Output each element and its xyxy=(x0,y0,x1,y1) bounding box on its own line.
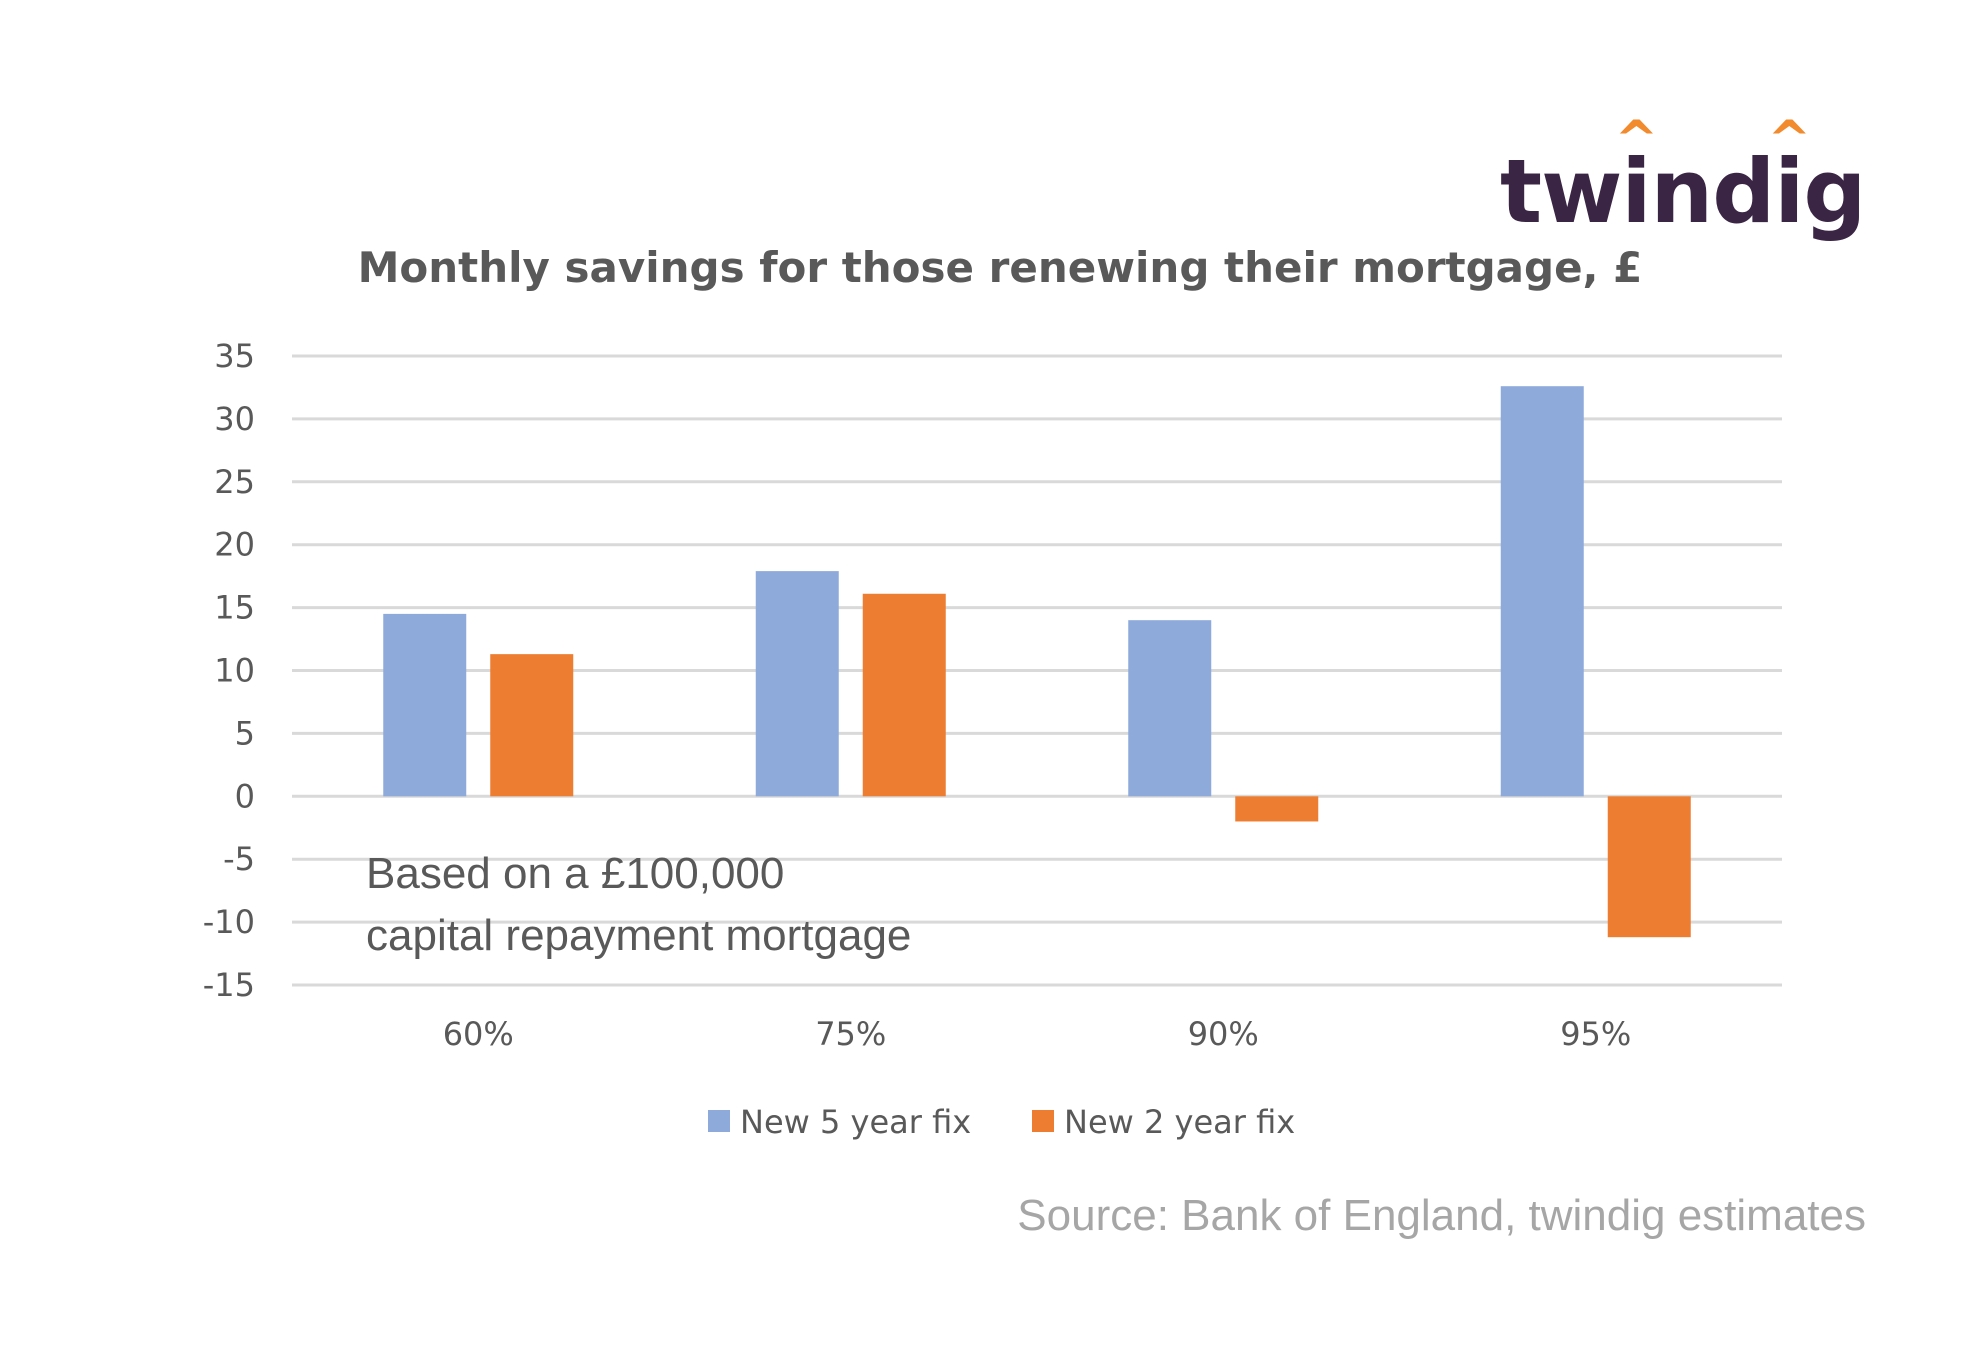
annotation-line-1: Based on a £100,000 xyxy=(366,849,784,898)
twindig-logo: twi ^ ndi ^ g xyxy=(1500,110,1866,243)
bar-two-year-1 xyxy=(862,593,946,797)
bar-five-year-0 xyxy=(383,613,467,797)
legend-swatch xyxy=(708,1110,730,1132)
logo-letter-i: i ^ xyxy=(1614,110,1659,243)
y-tick-label: -5 xyxy=(223,840,255,878)
y-tick-label: 35 xyxy=(214,337,255,375)
bar-two-year-3 xyxy=(1607,796,1691,938)
source-note: Source: Bank of England, twindig estimat… xyxy=(1017,1191,1866,1240)
bar-two-year-2 xyxy=(1235,796,1319,822)
y-tick-label: 0 xyxy=(235,777,255,815)
bar-five-year-2 xyxy=(1128,620,1212,797)
legend: New 5 year fix New 2 year fix xyxy=(708,1103,1295,1141)
y-tick-label: -10 xyxy=(203,903,255,941)
bar-five-year-3 xyxy=(1500,386,1584,797)
x-axis: 60% 75% 90% 95% xyxy=(443,1015,1632,1053)
bar-two-year-0 xyxy=(490,654,574,797)
y-tick-label: -15 xyxy=(203,966,255,1004)
annotation-line-2: capital repayment mortgage xyxy=(366,911,911,960)
bars xyxy=(383,386,1691,938)
x-tick-label: 75% xyxy=(815,1015,886,1053)
logo-caret-icon: ^ xyxy=(1767,110,1811,170)
y-tick-label: 5 xyxy=(235,714,255,752)
x-tick-label: 60% xyxy=(443,1015,514,1053)
x-tick-label: 95% xyxy=(1560,1015,1631,1053)
logo-letter-i: i ^ xyxy=(1767,110,1811,243)
y-tick-label: 30 xyxy=(214,400,255,438)
chart-title: Monthly savings for those renewing their… xyxy=(358,243,1643,292)
legend-swatch xyxy=(1032,1110,1054,1132)
legend-label: New 2 year fix xyxy=(1064,1103,1295,1141)
y-tick-label: 10 xyxy=(214,652,255,690)
y-tick-label: 20 xyxy=(214,526,255,564)
x-tick-label: 90% xyxy=(1188,1015,1259,1053)
legend-label: New 5 year fix xyxy=(740,1103,971,1141)
y-axis: 35 30 25 20 15 10 5 0 -5 -10 -15 xyxy=(203,337,255,1004)
logo-caret-icon: ^ xyxy=(1614,110,1659,170)
y-tick-label: 25 xyxy=(214,463,255,501)
y-tick-label: 15 xyxy=(214,589,255,627)
bar-five-year-1 xyxy=(755,571,839,797)
